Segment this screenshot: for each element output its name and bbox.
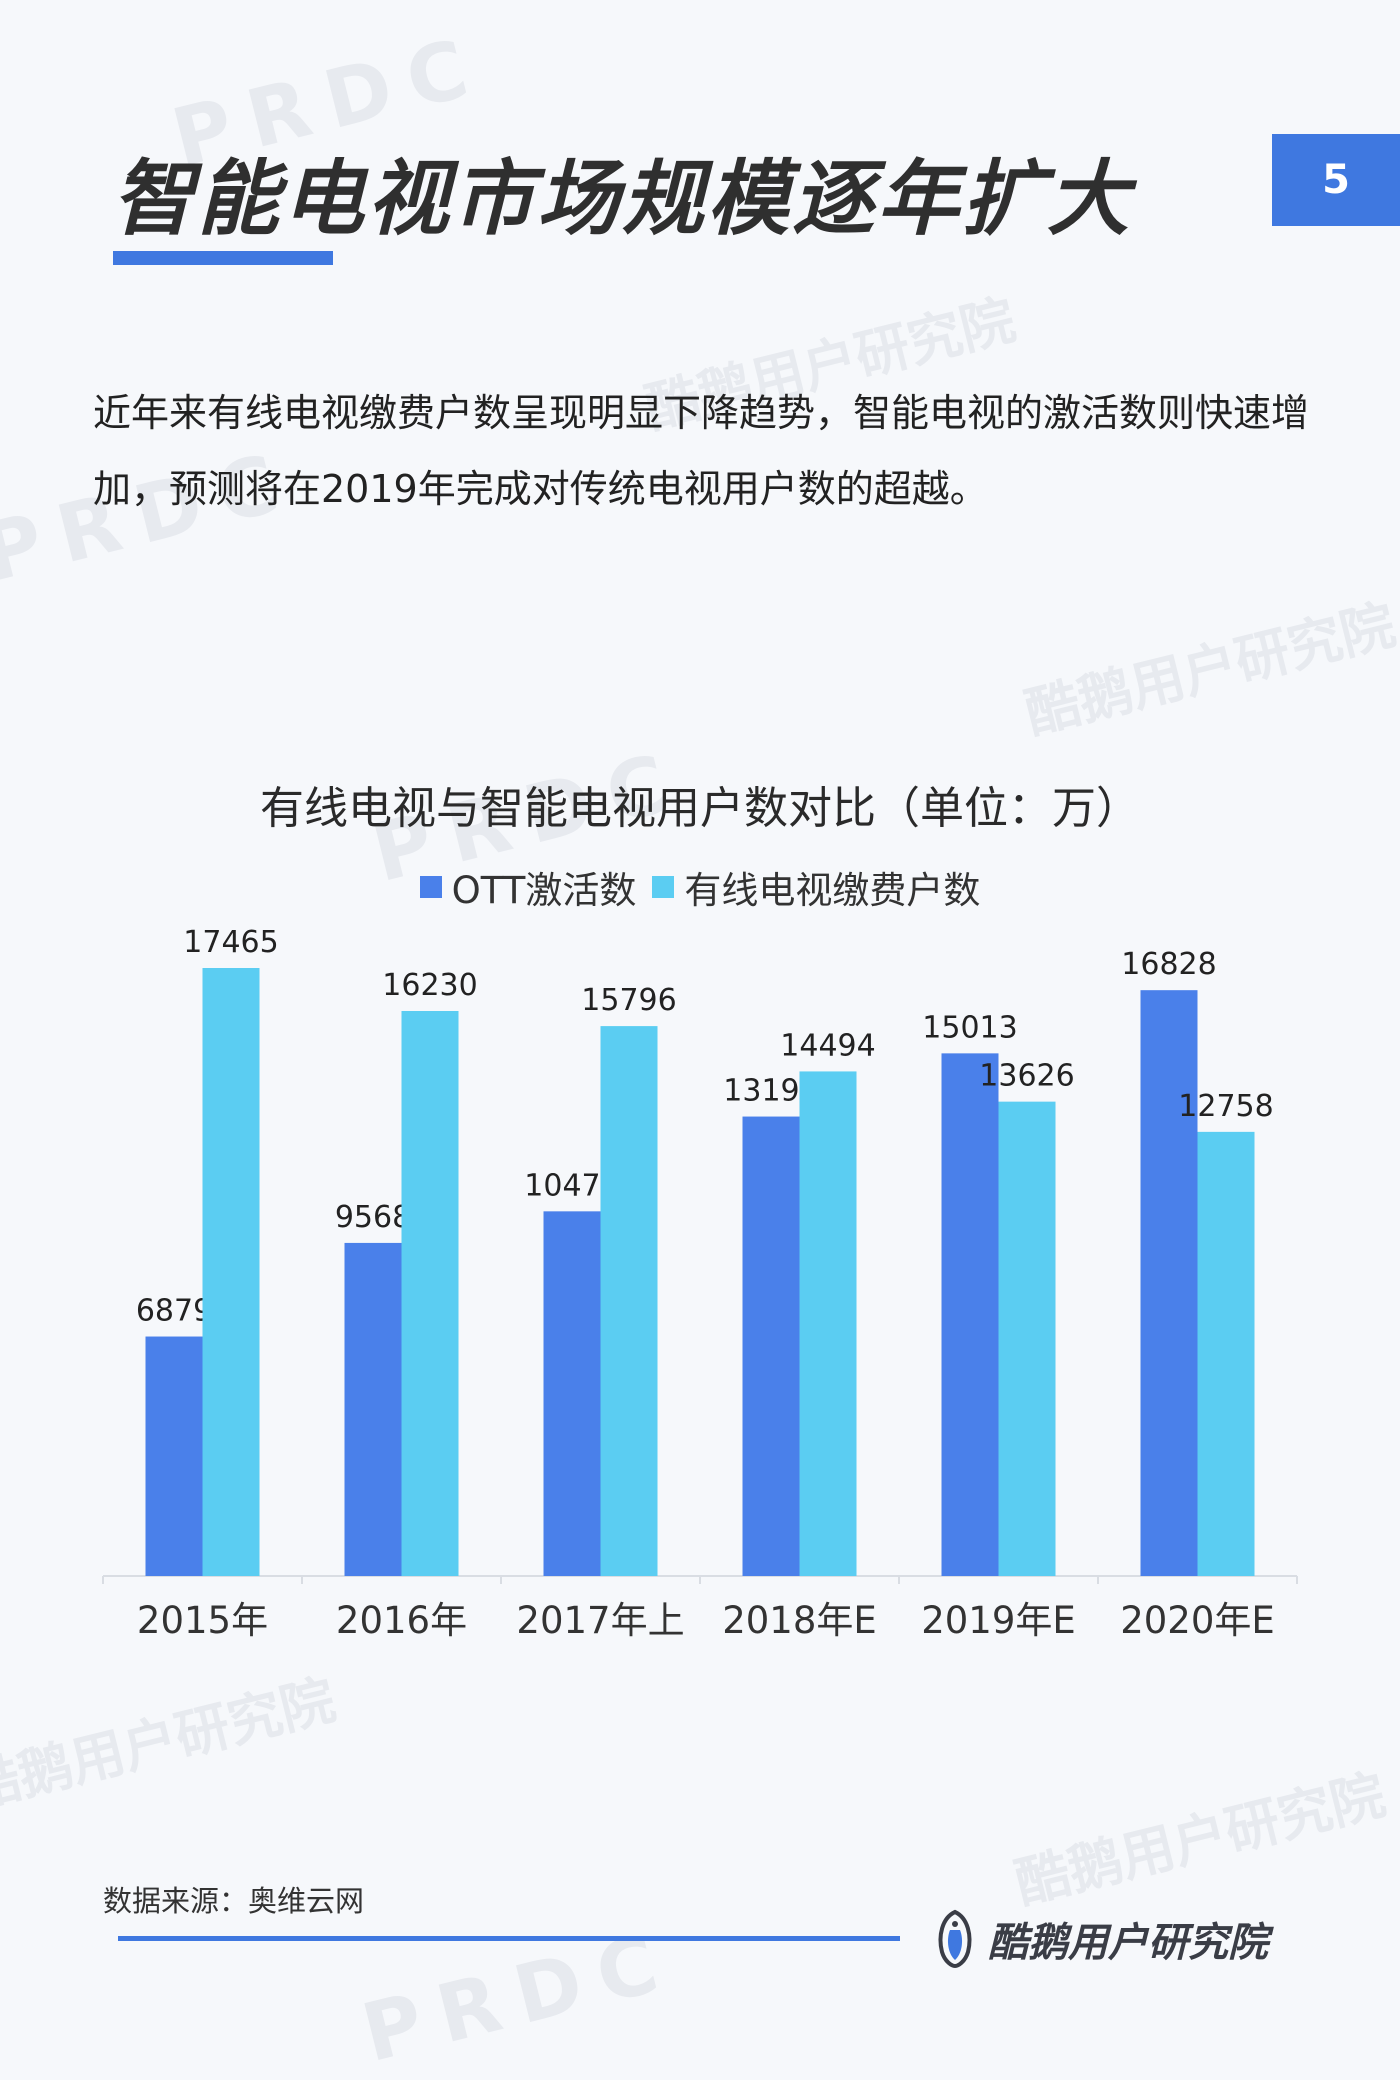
data-label: 13626 xyxy=(979,1059,1074,1094)
intro-paragraph: 近年来有线电视缴费户数呈现明显下降趋势，智能电视的激活数则快速增加，预测将在20… xyxy=(93,391,1310,511)
bar-ott xyxy=(941,1053,999,1576)
x-tick-label: 2019年E xyxy=(921,1599,1076,1642)
x-tick-label: 2016年 xyxy=(336,1599,467,1642)
data-label: 16230 xyxy=(382,968,477,1003)
bar-ott xyxy=(344,1242,402,1576)
chart-legend: OTT激活数 有线电视缴费户数 xyxy=(0,860,1400,914)
data-label: 15013 xyxy=(922,1010,1017,1045)
data-label: 16828 xyxy=(1121,947,1216,982)
page-number-badge: 5 xyxy=(1272,134,1400,226)
legend-label-ott: OTT激活数 xyxy=(451,869,637,912)
data-label: 9568 xyxy=(335,1200,411,1235)
bar-cable xyxy=(401,1010,459,1576)
bar-cable xyxy=(1197,1131,1255,1576)
bar-ott xyxy=(543,1211,601,1576)
x-tick-label: 2017年上 xyxy=(516,1599,684,1642)
data-label: 12758 xyxy=(1178,1089,1273,1124)
brand-logo: 酷鹅用户研究院 xyxy=(930,1908,1268,1970)
brand-name: 酷鹅用户研究院 xyxy=(988,1920,1268,1966)
bar-ott xyxy=(145,1336,203,1576)
bar-cable xyxy=(202,968,260,1576)
bar-cable xyxy=(600,1026,658,1576)
legend-swatch-cable xyxy=(652,876,675,898)
chart-title: 有线电视与智能电视用户数对比（单位：万） xyxy=(260,783,1140,834)
bar-ott xyxy=(742,1116,800,1576)
title-underline xyxy=(113,251,333,265)
data-label: 17465 xyxy=(183,925,278,960)
bar-cable xyxy=(799,1071,857,1576)
x-tick-label: 2018年E xyxy=(722,1599,877,1642)
legend-item-ott: OTT激活数 xyxy=(419,860,637,914)
bar-cable xyxy=(998,1101,1056,1576)
legend-swatch-ott xyxy=(419,876,442,898)
data-source: 数据来源：奥维云网 xyxy=(103,1884,365,1918)
data-label: 15796 xyxy=(581,983,676,1018)
data-label: 14494 xyxy=(780,1028,875,1063)
legend-label-cable: 有线电视缴费户数 xyxy=(684,869,981,912)
penguin-logo-icon xyxy=(938,1909,972,1969)
data-label: 6879 xyxy=(136,1294,212,1329)
bar-ott xyxy=(1140,990,1198,1576)
legend-item-cable: 有线电视缴费户数 xyxy=(652,860,980,914)
x-tick-label: 2015年 xyxy=(137,1599,268,1642)
footer-line xyxy=(118,1936,900,1941)
page-title: 智能电视市场规模逐年扩大 xyxy=(112,152,1132,247)
x-tick-label: 2020年E xyxy=(1120,1599,1275,1642)
bar-chart: 6879174652015年9568162302016年104751579620… xyxy=(102,925,1298,1642)
